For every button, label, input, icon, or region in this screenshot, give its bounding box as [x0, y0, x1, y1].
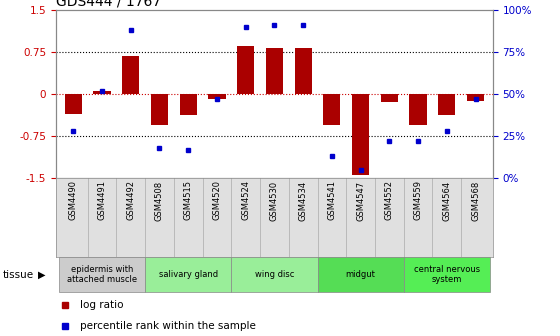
- Text: GSM4547: GSM4547: [356, 180, 365, 220]
- Text: percentile rank within the sample: percentile rank within the sample: [80, 322, 256, 331]
- Text: GSM4524: GSM4524: [241, 180, 250, 220]
- Bar: [145, 257, 231, 292]
- Bar: [381, 94, 398, 102]
- Text: GSM4515: GSM4515: [184, 180, 193, 220]
- Bar: [438, 94, 455, 115]
- Bar: [467, 94, 484, 101]
- Bar: [409, 94, 427, 125]
- Text: GSM4530: GSM4530: [270, 180, 279, 220]
- Bar: [318, 257, 404, 292]
- Text: GSM4564: GSM4564: [442, 180, 451, 220]
- Text: GSM4534: GSM4534: [298, 180, 307, 220]
- Text: central nervous
system: central nervous system: [414, 265, 480, 284]
- Text: log ratio: log ratio: [80, 300, 124, 309]
- Bar: [59, 257, 145, 292]
- Bar: [323, 94, 340, 125]
- Text: GSM4490: GSM4490: [69, 180, 78, 220]
- Text: GSM4491: GSM4491: [97, 180, 106, 220]
- Bar: [237, 46, 254, 94]
- Text: wing disc: wing disc: [255, 270, 294, 279]
- Bar: [208, 94, 226, 98]
- Text: GSM4492: GSM4492: [126, 180, 135, 220]
- Text: epidermis with
attached muscle: epidermis with attached muscle: [67, 265, 137, 284]
- Text: GSM4552: GSM4552: [385, 180, 394, 220]
- Text: GSM4520: GSM4520: [212, 180, 221, 220]
- Text: midgut: midgut: [346, 270, 376, 279]
- Bar: [352, 94, 369, 175]
- Bar: [64, 94, 82, 114]
- Bar: [404, 257, 490, 292]
- Bar: [94, 91, 110, 94]
- Bar: [295, 48, 312, 94]
- Text: GDS444 / 1767: GDS444 / 1767: [56, 0, 161, 9]
- Bar: [180, 94, 197, 115]
- Text: tissue: tissue: [3, 270, 34, 280]
- Text: ▶: ▶: [38, 270, 45, 280]
- Text: GSM4568: GSM4568: [471, 180, 480, 221]
- Bar: [122, 56, 139, 94]
- Text: GSM4559: GSM4559: [414, 180, 423, 220]
- Text: GSM4541: GSM4541: [328, 180, 337, 220]
- Text: GSM4508: GSM4508: [155, 180, 164, 220]
- Bar: [231, 257, 318, 292]
- Bar: [266, 48, 283, 94]
- Text: salivary gland: salivary gland: [158, 270, 218, 279]
- Bar: [151, 94, 168, 125]
